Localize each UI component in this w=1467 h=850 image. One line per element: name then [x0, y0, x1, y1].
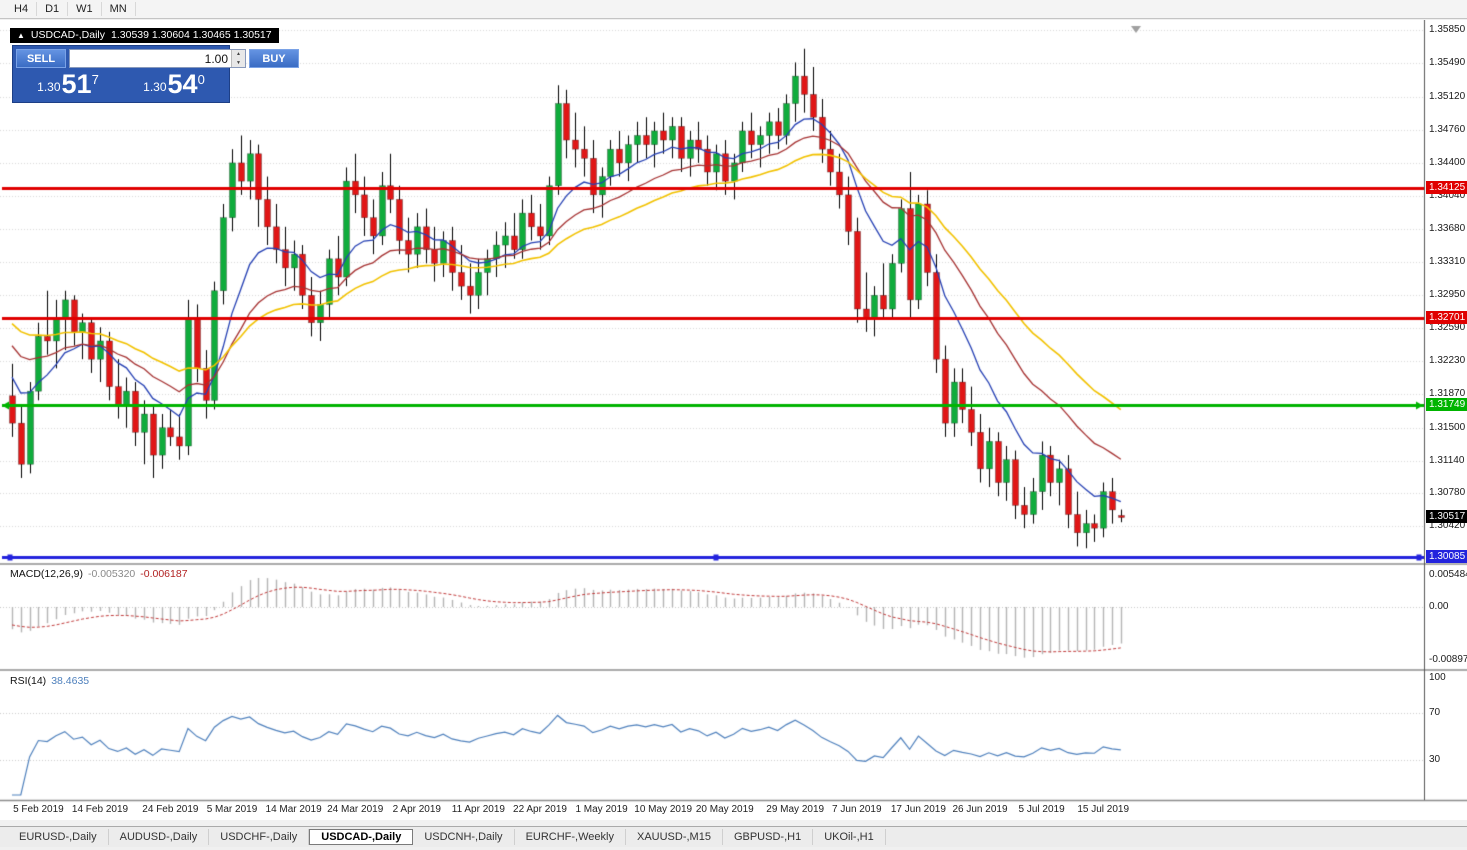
date-axis-label: 5 Jul 2019: [1018, 804, 1065, 815]
rsi-axis-label: 100: [1429, 672, 1446, 683]
date-axis-label: 11 Apr 2019: [451, 804, 505, 815]
tab-eurusd-daily[interactable]: EURUSD-,Daily: [8, 829, 109, 845]
tab-usdcad-daily[interactable]: USDCAD-,Daily: [309, 829, 414, 845]
one-click-trading-panel: SELL ▲ ▼ BUY 1.30 51 7 1.30 54 0: [12, 45, 299, 103]
price-axis-label: 1.31140: [1429, 454, 1465, 466]
tab-usdchf-daily[interactable]: USDCHF-,Daily: [209, 829, 310, 845]
resistance-line-lower-label: 1.32701: [1426, 311, 1467, 325]
volume-up-button[interactable]: ▲: [232, 50, 245, 59]
timeframe-button-mn[interactable]: MN: [102, 2, 136, 16]
chart-symbol-label: USDCAD-,Daily: [30, 29, 106, 41]
price-axis-label: 1.34400: [1429, 156, 1466, 168]
macd-indicator-label: MACD(12,26,9) -0.005320 -0.006187: [10, 568, 188, 580]
date-axis-label: 20 May 2019: [695, 804, 754, 815]
price-axis-label: 1.31500: [1429, 421, 1466, 433]
buy-price[interactable]: 1.30 54 0: [122, 71, 226, 98]
date-axis-label: 5 Mar 2019: [206, 804, 258, 815]
current-price-label: 1.30517: [1426, 510, 1467, 524]
rsi-indicator-label: RSI(14) 38.4635: [10, 675, 89, 687]
date-axis-label: 7 Jun 2019: [832, 804, 882, 815]
price-axis-label: 1.33680: [1429, 222, 1466, 234]
volume-down-button[interactable]: ▼: [232, 58, 245, 67]
volume-control: ▲ ▼: [69, 49, 246, 68]
tab-xauusd-m15[interactable]: XAUUSD-,M15: [626, 829, 723, 845]
ohlc-values: 1.30539 1.30604 1.30465 1.30517: [111, 29, 272, 41]
date-axis-label: 22 Apr 2019: [513, 804, 567, 815]
macd-axis-label: 0.00: [1429, 601, 1449, 612]
sell-button[interactable]: SELL: [16, 49, 66, 68]
sell-price-frac: 7: [91, 72, 99, 87]
date-axis-label: 5 Feb 2019: [13, 804, 64, 815]
sell-price-base: 1.30: [37, 80, 61, 94]
resistance-line-upper-label: 1.34125: [1426, 181, 1467, 194]
date-axis-label: 15 Jul 2019: [1077, 804, 1130, 815]
macd-signal-value: -0.006187: [140, 568, 188, 580]
date-axis-label: 24 Feb 2019: [142, 804, 199, 815]
volume-spinner: ▲ ▼: [231, 50, 245, 67]
timeframe-button-d1[interactable]: D1: [37, 2, 69, 16]
chart-window: ▲ USDCAD-,Daily 1.30539 1.30604 1.30465 …: [0, 20, 1467, 820]
buy-price-base: 1.30: [143, 80, 167, 94]
date-axis-label: 14 Mar 2019: [265, 804, 322, 815]
price-axis-label: 1.34760: [1429, 124, 1466, 135]
price-axis-label: 1.32230: [1429, 355, 1466, 367]
support-line-green-label: 1.31749: [1426, 397, 1467, 411]
buy-price-pips: 54: [167, 69, 198, 99]
price-axis-label: 1.31870: [1429, 387, 1466, 399]
date-axis-label: 24 Mar 2019: [327, 804, 384, 815]
rsi-value: 38.4635: [51, 675, 90, 687]
macd-title: MACD(12,26,9): [10, 568, 83, 580]
price-axis-label: 1.35490: [1429, 57, 1466, 69]
date-axis-label: 17 Jun 2019: [890, 804, 946, 815]
tab-eurchf-weekly[interactable]: EURCHF-,Weekly: [515, 829, 626, 845]
date-axis-label: 29 May 2019: [766, 804, 825, 815]
price-axis-label: 1.34040: [1429, 189, 1466, 201]
rsi-axis-label: 30: [1429, 753, 1441, 765]
buy-button[interactable]: BUY: [249, 49, 299, 68]
price-axis-label: 1.32590: [1429, 322, 1466, 334]
date-axis-label: 2 Apr 2019: [392, 804, 441, 815]
price-axis-label: 1.35120: [1429, 91, 1466, 103]
ohlc-tooltip: ▲ USDCAD-,Daily 1.30539 1.30604 1.30465 …: [10, 28, 279, 43]
timeframe-button-w1[interactable]: W1: [68, 2, 102, 16]
price-axis-label: 1.30420: [1429, 520, 1466, 532]
timeframe-toolbar: H4 D1 W1 MN: [0, 0, 1467, 19]
price-axis-label: 1.32950: [1429, 289, 1466, 301]
rsi-axis-label: 70: [1429, 707, 1441, 719]
up-triangle-icon: ▲: [17, 31, 25, 40]
sell-price[interactable]: 1.30 51 7: [16, 71, 120, 98]
price-chart-canvas[interactable]: [0, 20, 1467, 820]
buy-price-frac: 0: [197, 72, 205, 87]
tab-ukoil-h1[interactable]: UKOil-,H1: [813, 829, 886, 845]
macd-axis-label: 0.005484: [1429, 568, 1467, 580]
price-axis-label: 1.35850: [1429, 24, 1466, 36]
tab-gbpusd-h1[interactable]: GBPUSD-,H1: [723, 829, 814, 845]
date-axis-label: 10 May 2019: [634, 804, 693, 815]
sell-price-pips: 51: [61, 69, 92, 99]
tab-audusd-daily[interactable]: AUDUSD-,Daily: [109, 829, 210, 845]
date-axis-label: 1 May 2019: [575, 804, 628, 815]
rsi-title: RSI(14): [10, 675, 47, 687]
chart-tab-bar: EURUSD-,Daily AUDUSD-,Daily USDCHF-,Daily U…: [0, 826, 1467, 847]
date-axis-label: 14 Feb 2019: [71, 804, 129, 815]
bottom-strip: [0, 820, 1467, 826]
price-axis-label: 1.33310: [1429, 256, 1466, 268]
tab-usdcnh-daily[interactable]: USDCNH-,Daily: [413, 829, 515, 845]
macd-axis-label: -0.008973: [1429, 653, 1467, 665]
price-axis-label: 1.30780: [1429, 487, 1466, 499]
timeframe-button-h4[interactable]: H4: [6, 2, 38, 16]
date-axis-label: 26 Jun 2019: [952, 804, 1008, 815]
macd-main-value: -0.005320: [87, 568, 136, 580]
support-line-blue-label: 1.30085: [1426, 549, 1467, 563]
volume-input[interactable]: [70, 50, 231, 67]
